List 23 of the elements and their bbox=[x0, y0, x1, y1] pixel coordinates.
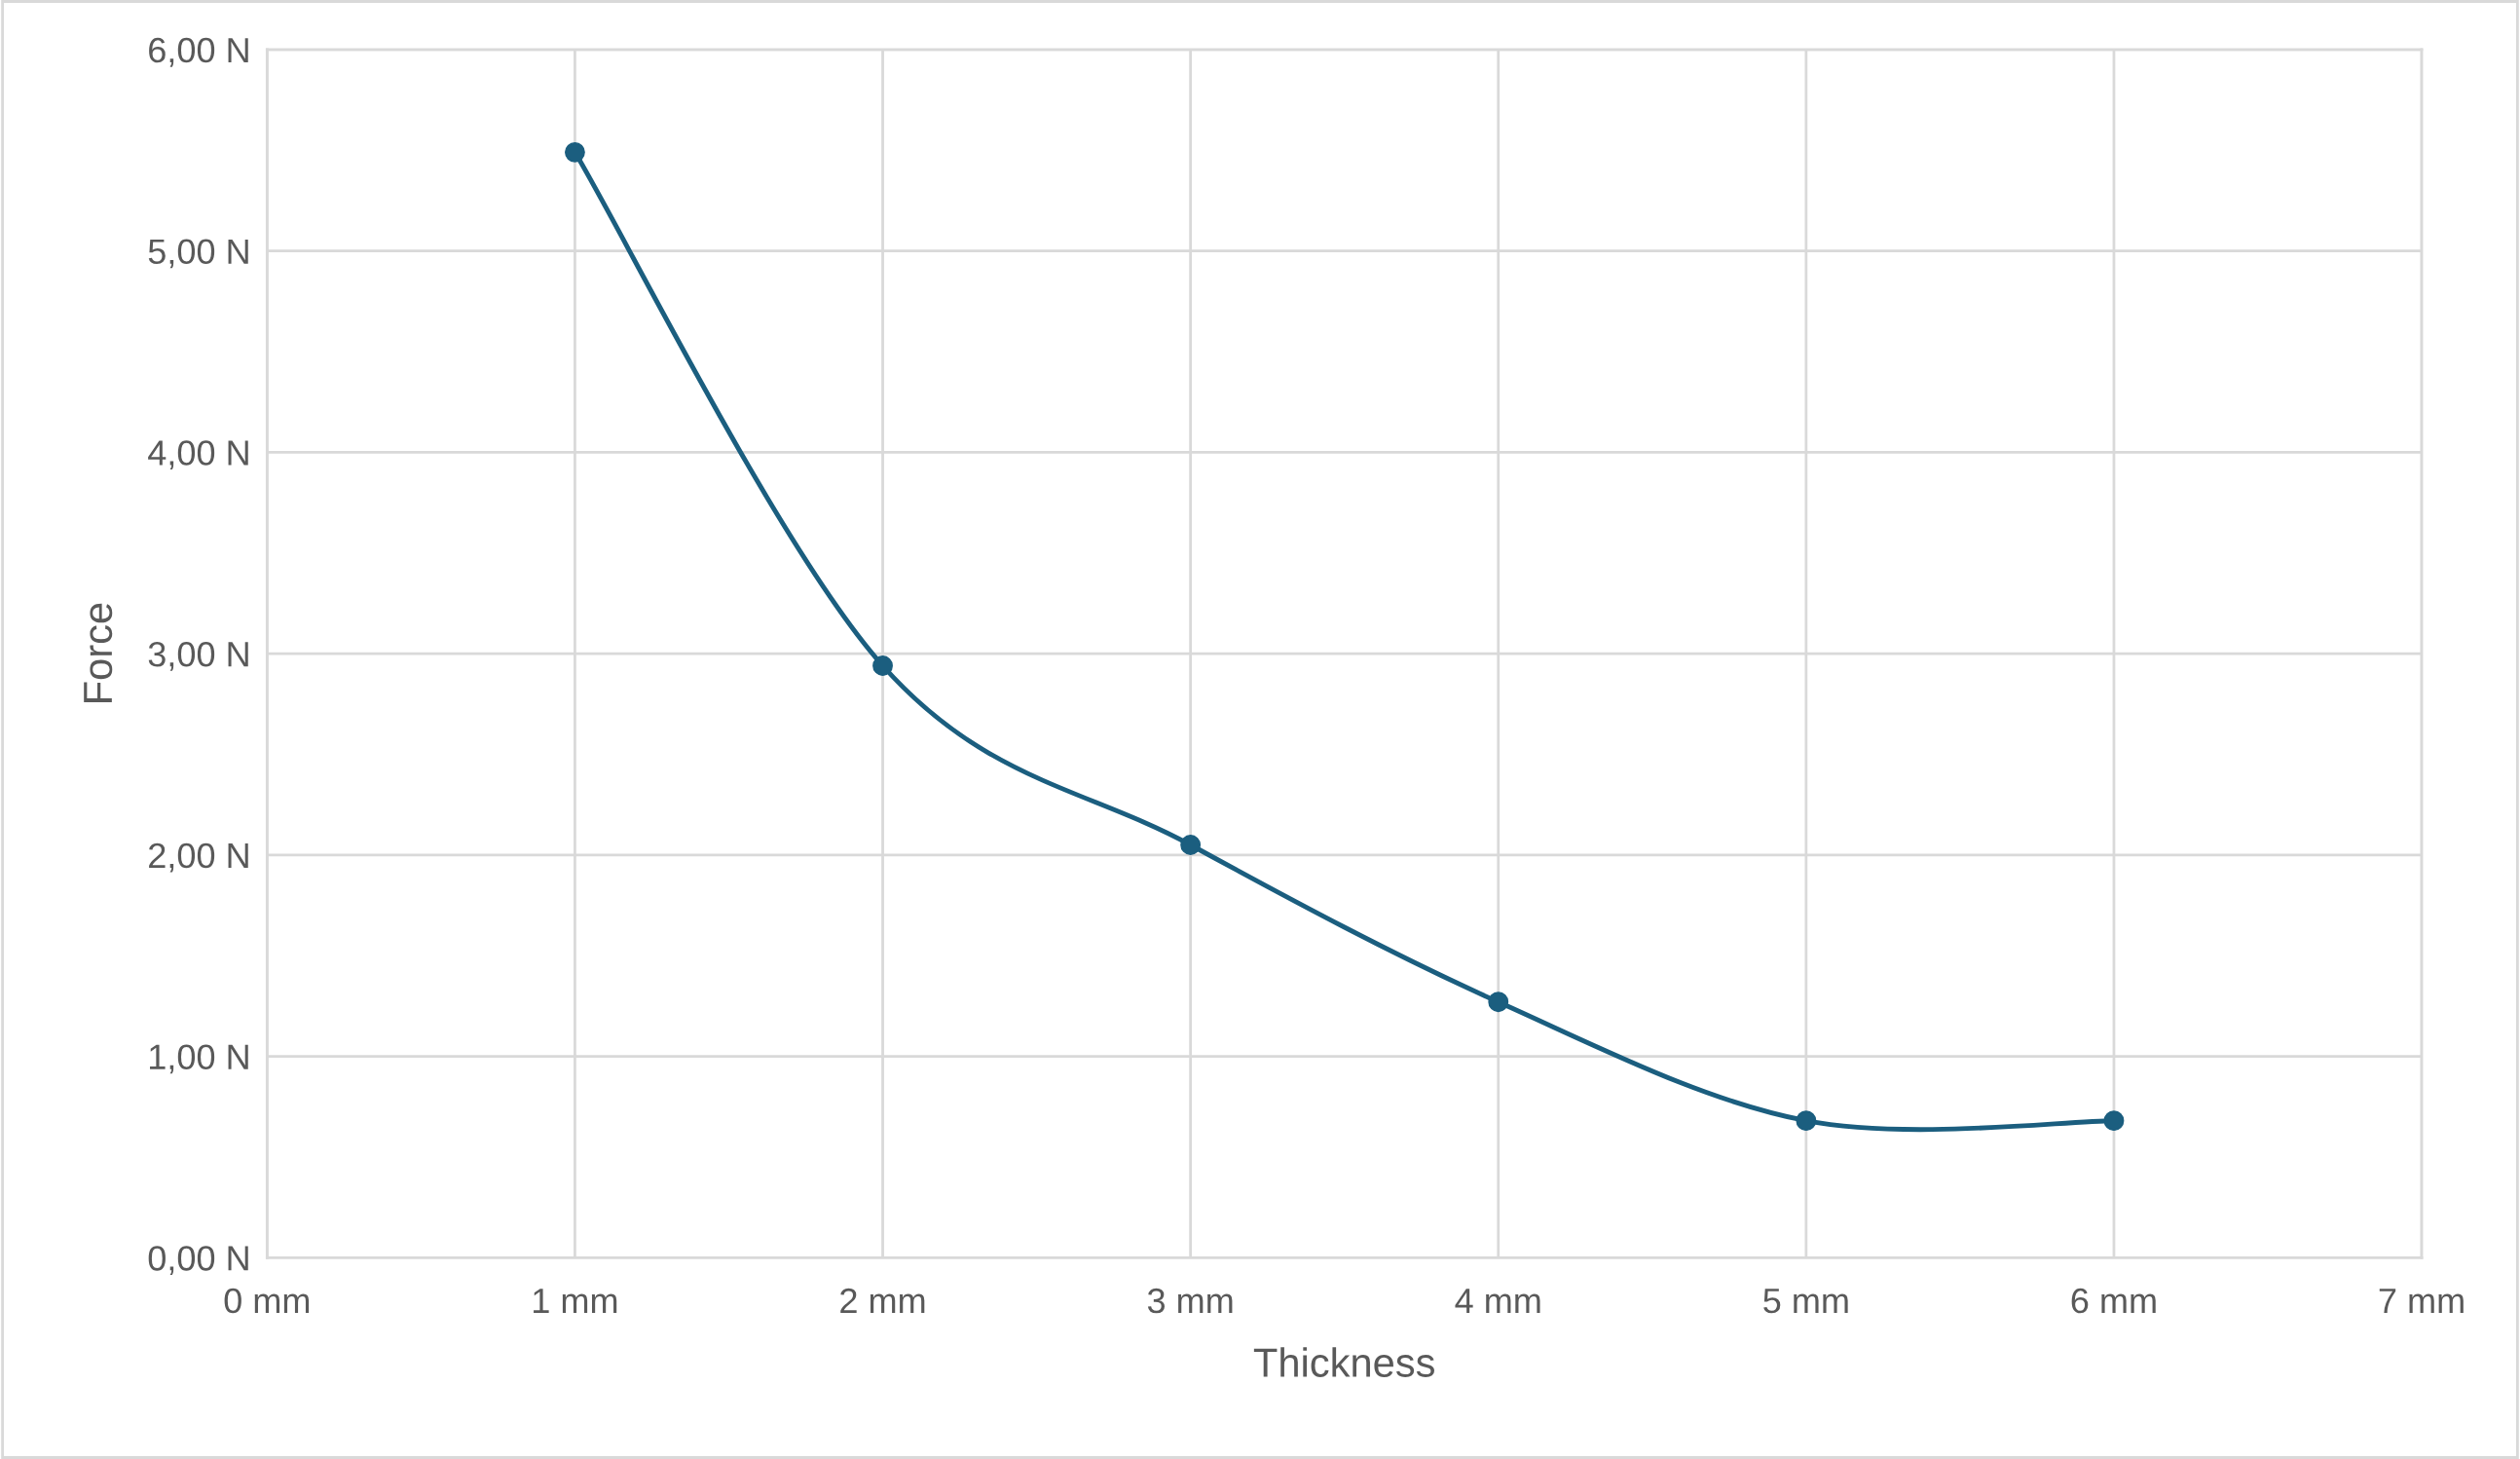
x-axis-title: Thickness bbox=[1253, 1347, 1434, 1377]
x-tick-label: 1 mm bbox=[534, 1289, 617, 1313]
point bbox=[1796, 1110, 1817, 1132]
point bbox=[2103, 1110, 2125, 1132]
y-tick-label: 4,00 N bbox=[148, 440, 248, 470]
y-tick-label: 2,00 N bbox=[149, 842, 248, 873]
x-tick-label: 5 mm bbox=[1763, 1289, 1848, 1314]
y-axis-title: Force bbox=[84, 603, 113, 702]
y-tick-label: 6,00 N bbox=[149, 37, 248, 67]
point bbox=[565, 141, 585, 163]
point bbox=[1180, 835, 1202, 855]
point bbox=[872, 655, 893, 676]
x-tick-label: 2 mm bbox=[840, 1288, 925, 1313]
x-tick-label: 6 mm bbox=[2071, 1288, 2156, 1314]
y-tick-label: 3,00 N bbox=[148, 641, 248, 671]
y-tick-label: 1,00 N bbox=[150, 1044, 248, 1074]
x-tick-label: 7 mm bbox=[2379, 1289, 2464, 1313]
y-tick-label: 5,00 N bbox=[148, 239, 248, 269]
point bbox=[1488, 991, 1509, 1013]
x-tick-label: 4 mm bbox=[1455, 1289, 1540, 1313]
x-tick-label: 0 mm bbox=[224, 1288, 310, 1314]
y-tick-label: 0,00 N bbox=[148, 1246, 248, 1275]
x-tick-label: 3 mm bbox=[1147, 1288, 1233, 1314]
